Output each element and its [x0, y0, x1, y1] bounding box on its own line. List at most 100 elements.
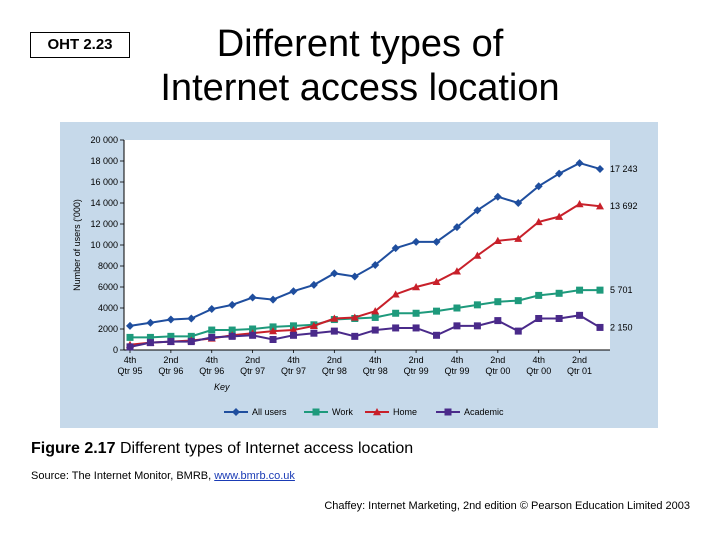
data-point: [289, 322, 297, 330]
x-tick-label-top: 4th: [369, 355, 382, 365]
data-point: [187, 332, 195, 340]
series-end-label: 5 701: [610, 285, 633, 295]
data-point: [596, 202, 604, 210]
data-point: [433, 307, 441, 315]
data-point: [126, 321, 134, 330]
data-point: [534, 182, 543, 191]
data-point: [535, 291, 543, 299]
legend-label: Academic: [464, 407, 504, 417]
data-point: [453, 304, 461, 312]
data-point: [412, 237, 421, 246]
data-point: [350, 313, 359, 321]
data-point: [473, 206, 482, 215]
figure-label: Figure 2.17: [31, 440, 116, 457]
series-end-label: 13 692: [610, 201, 638, 211]
source-link[interactable]: www.bmrb.co.uk: [214, 470, 295, 482]
data-point: [391, 244, 400, 253]
data-point: [330, 269, 339, 278]
data-point: [596, 323, 604, 331]
data-point: [187, 338, 195, 346]
data-point: [126, 343, 134, 351]
data-point: [371, 313, 379, 321]
data-point: [146, 318, 155, 327]
y-tick-label: 16 000: [90, 177, 118, 187]
data-point: [310, 329, 318, 337]
data-point: [330, 314, 339, 322]
data-point: [575, 159, 584, 168]
y-axis-label: Number of users ('000): [72, 199, 82, 291]
x-tick-label-bottom: Qtr 97: [240, 366, 265, 376]
copyright-footer: Chaffey: Internet Marketing, 2nd edition…: [324, 500, 690, 512]
data-point: [514, 199, 523, 207]
data-point: [309, 321, 318, 330]
y-tick-label: 18 000: [90, 156, 118, 166]
data-point: [167, 332, 175, 340]
data-point: [596, 164, 604, 173]
x-tick-label-top: 4th: [205, 355, 218, 365]
x-tick-label-bottom: Qtr 99: [444, 366, 469, 376]
data-point: [452, 223, 461, 232]
data-point: [269, 336, 277, 343]
oht-label: OHT 2.23: [30, 32, 130, 58]
source-prefix: Source: The Internet Monitor, BMRB,: [31, 470, 215, 482]
data-point: [330, 327, 338, 335]
title-line-2: Internet access location: [160, 67, 560, 109]
line-chart: 0 2000 4000 6000 8000 10 000 12 000 14 000 16 00…: [72, 135, 638, 417]
data-point: [576, 286, 584, 294]
figure-caption-text: Different types of Internet access locat…: [119, 440, 414, 457]
legend-marker: [312, 408, 320, 416]
source-line: Source: The Internet Monitor, BMRB, www.…: [31, 470, 295, 482]
x-tick-label-top: 2nd: [490, 355, 505, 365]
data-point: [371, 326, 379, 334]
data-point: [576, 311, 584, 319]
x-tick-label-top: 2nd: [409, 355, 424, 365]
data-point: [371, 307, 380, 315]
key-title: Key: [214, 382, 230, 392]
x-tick-label-bottom: Qtr 98: [363, 366, 388, 376]
data-point: [493, 192, 502, 201]
data-point: [534, 217, 543, 226]
data-point: [473, 301, 481, 309]
data-point: [350, 272, 359, 281]
x-tick-label-top: 4th: [451, 355, 464, 365]
series-end-label: 2 150: [610, 322, 633, 332]
title-line-1: Different types of: [216, 23, 504, 65]
data-point: [269, 323, 277, 331]
data-point: [146, 333, 154, 341]
x-tick-label-bottom: Qtr 01: [567, 366, 592, 376]
data-point: [494, 298, 502, 306]
data-point: [514, 327, 522, 335]
y-tick-label: 4000: [98, 303, 118, 313]
data-point: [412, 324, 420, 332]
x-tick-label-top: 4th: [287, 355, 300, 365]
data-point: [473, 251, 482, 259]
x-tick-label-top: 4th: [532, 355, 545, 365]
data-point: [289, 331, 297, 339]
y-tick-label: 2000: [98, 324, 118, 334]
x-tick-label-top: 2nd: [245, 355, 260, 365]
x-tick-label-bottom: Qtr 00: [485, 366, 510, 376]
data-point: [433, 331, 441, 339]
chart-panel: 0 2000 4000 6000 8000 10 000 12 000 14 000 16 00…: [60, 122, 658, 428]
y-tick-label: 6000: [98, 282, 118, 292]
data-point: [391, 290, 400, 298]
data-point: [432, 277, 441, 285]
series-end-label: 17 243: [610, 164, 638, 174]
data-point: [596, 286, 604, 294]
data-point: [269, 295, 278, 304]
data-point: [452, 267, 461, 275]
y-tick-label: 12 000: [90, 219, 118, 229]
x-tick-label-bottom: Qtr 00: [526, 366, 551, 376]
data-point: [412, 283, 421, 291]
plot-area: [124, 140, 610, 350]
data-point: [249, 325, 257, 333]
data-point: [555, 212, 564, 220]
data-point: [289, 287, 298, 296]
data-point: [473, 322, 481, 330]
data-point: [187, 314, 196, 323]
data-point: [392, 324, 400, 332]
data-point: [309, 280, 318, 289]
figure-caption: Figure 2.17 Different types of Internet …: [31, 440, 413, 458]
data-point: [392, 309, 400, 317]
x-tick-label-top: 2nd: [163, 355, 178, 365]
